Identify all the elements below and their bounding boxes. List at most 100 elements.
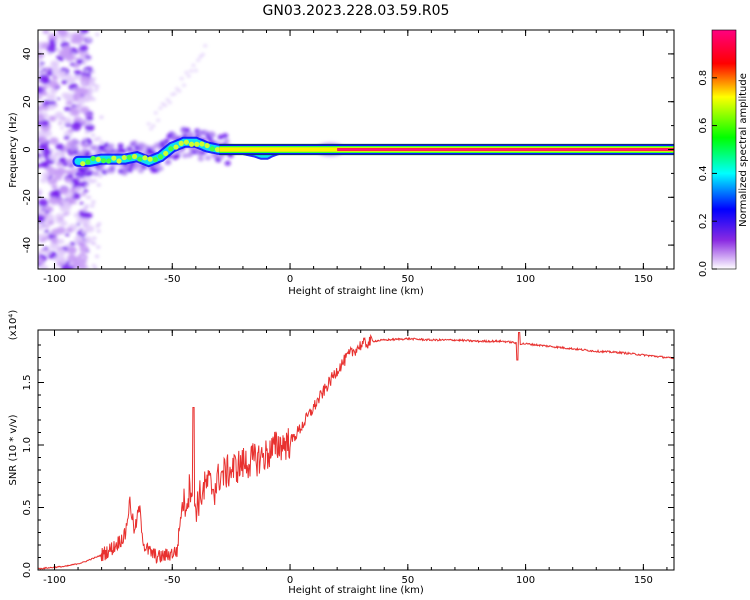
spectrogram-noise-blob <box>46 71 54 76</box>
colorbar: 0.0 0.2 0.4 0.6 0.8 Normalized spectral ampl… <box>698 29 749 277</box>
spectrogram-noise-blob <box>54 150 63 157</box>
spectrogram-noise-blob <box>74 69 82 76</box>
spectrogram-noise-blob <box>82 222 87 226</box>
ridge-dot <box>100 158 107 164</box>
spectrogram-xtick-label: 50 <box>401 274 414 285</box>
spectrogram-noise-blob <box>67 174 74 178</box>
spectrogram-halo <box>157 166 164 172</box>
spectrogram-noise-blob <box>56 97 61 100</box>
spectrogram-noise-blob <box>38 214 45 223</box>
spectrogram-halo <box>81 148 88 154</box>
spectrogram-halo <box>86 171 93 177</box>
snr-axes: -100 -50 0 50 100 150 0.0 0.5 1.0 1.5 <box>22 330 674 586</box>
spectrogram-streak <box>189 69 194 73</box>
spectrogram-noise-blob <box>85 58 90 62</box>
spectrogram-noise-blob <box>38 46 42 51</box>
spectrogram-streak <box>182 83 187 87</box>
spectrogram-noise-blob <box>86 38 91 42</box>
spectrogram-noise-blob <box>46 93 56 101</box>
spectrogram-noise-blob <box>97 222 102 226</box>
spectrogram-noise-blob <box>82 137 87 141</box>
spectrogram-noise-blob <box>55 218 63 224</box>
spectrogram-noise-blob <box>89 89 94 93</box>
colorbar-tick-label: 0.6 <box>698 118 709 134</box>
ridge-dot <box>152 156 158 163</box>
spectrogram-halo <box>223 138 230 144</box>
ridge-dot <box>137 156 143 162</box>
spectrogram-halo <box>204 155 211 161</box>
spectrogram-noise-blob <box>92 236 97 240</box>
snr-xtick-label: -50 <box>164 575 180 586</box>
spectrogram-noise-blob <box>44 210 50 214</box>
spectrogram-noise-blob <box>74 186 83 192</box>
ridge-dot <box>173 144 179 150</box>
spectrogram-xtick-label: 0 <box>287 274 293 285</box>
spectrogram-halo <box>80 168 87 174</box>
ridge-dot <box>183 139 189 145</box>
spectrogram-noise-blob <box>47 104 56 111</box>
spectrogram-noise-blob <box>76 223 81 226</box>
spectrogram-noise-blob <box>38 264 49 269</box>
spectrogram-noise-blob <box>63 106 71 112</box>
spectrogram-noise-blob <box>48 115 57 122</box>
spectrogram-noise-blob <box>98 174 103 178</box>
spectrogram-noise-blob <box>60 67 66 71</box>
spectrogram-noise-blob <box>83 189 89 193</box>
spectrogram-noise-blob <box>38 192 42 196</box>
spectrogram-noise-blob <box>38 63 44 70</box>
colorbar-tick-label: 0.2 <box>698 213 709 229</box>
spectrogram-noise-blob <box>76 104 82 108</box>
spectrogram-xtick-label: 100 <box>516 274 535 285</box>
spectrogram-noise-blob <box>39 150 44 153</box>
spectrogram-noise-blob <box>64 53 75 62</box>
spectrogram-halo <box>98 144 105 150</box>
spectrogram-noise-blob <box>76 217 85 224</box>
ridge-dot <box>80 161 86 167</box>
spectrogram-noise-blob <box>41 85 48 90</box>
spectrogram-noise-blob <box>90 241 95 245</box>
spectrogram-streak <box>174 87 179 91</box>
spectrogram-noise-blob <box>69 107 77 113</box>
spectrogram-noise-blob <box>59 127 64 130</box>
spectrogram-noise-blob <box>41 68 47 71</box>
spectrogram-noise-blob <box>87 122 92 126</box>
spectrogram-ytick-label: -40 <box>22 237 33 253</box>
spectrogram-noise-blob <box>42 30 50 34</box>
ridge-dot <box>95 156 101 162</box>
spectrogram-noise-blob <box>81 256 86 260</box>
spectrogram-noise-blob <box>38 94 43 100</box>
ridge-dot <box>142 155 148 161</box>
ridge-dot <box>90 155 96 162</box>
spectrogram-halo <box>131 140 138 146</box>
spectrogram-streak <box>198 55 203 59</box>
spectrogram-noise-blob <box>91 77 96 81</box>
spectrogram-halo <box>165 159 172 165</box>
spectrogram-noise-blob <box>44 229 50 233</box>
spectrogram-image <box>38 30 674 269</box>
spectrogram-noise-blob <box>81 230 86 234</box>
spectrogram-streak <box>196 58 201 62</box>
spectrogram-noise-blob <box>38 52 45 59</box>
spectrogram-xlabel: Height of straight line (km) <box>288 286 424 297</box>
spectrogram-xtick-label: 150 <box>634 274 653 285</box>
spectrogram-noise-blob <box>40 177 48 183</box>
spectrogram-noise-blob <box>80 119 85 122</box>
spectrogram-noise-blob <box>93 138 98 142</box>
spectrogram-noise-blob <box>96 136 101 140</box>
spectrogram-noise-blob <box>68 152 74 156</box>
spectrogram-noise-blob <box>51 228 61 236</box>
spectrogram-noise-blob <box>39 248 45 252</box>
spectrogram-noise-blob <box>41 208 46 211</box>
spectrogram-noise-blob <box>43 154 51 160</box>
spectrogram-halo <box>91 145 98 151</box>
spectrogram-noise-blob <box>66 100 73 106</box>
spectrogram-halo <box>121 170 128 176</box>
spectrogram-noise-blob <box>68 164 75 168</box>
spectrogram-noise-blob <box>44 225 50 229</box>
spectrogram-noise-blob <box>84 70 89 74</box>
colorbar-gradient <box>711 29 737 270</box>
spectrogram-noise-blob <box>69 241 76 246</box>
ridge-dot <box>147 156 153 162</box>
ridge-dot <box>209 146 215 152</box>
